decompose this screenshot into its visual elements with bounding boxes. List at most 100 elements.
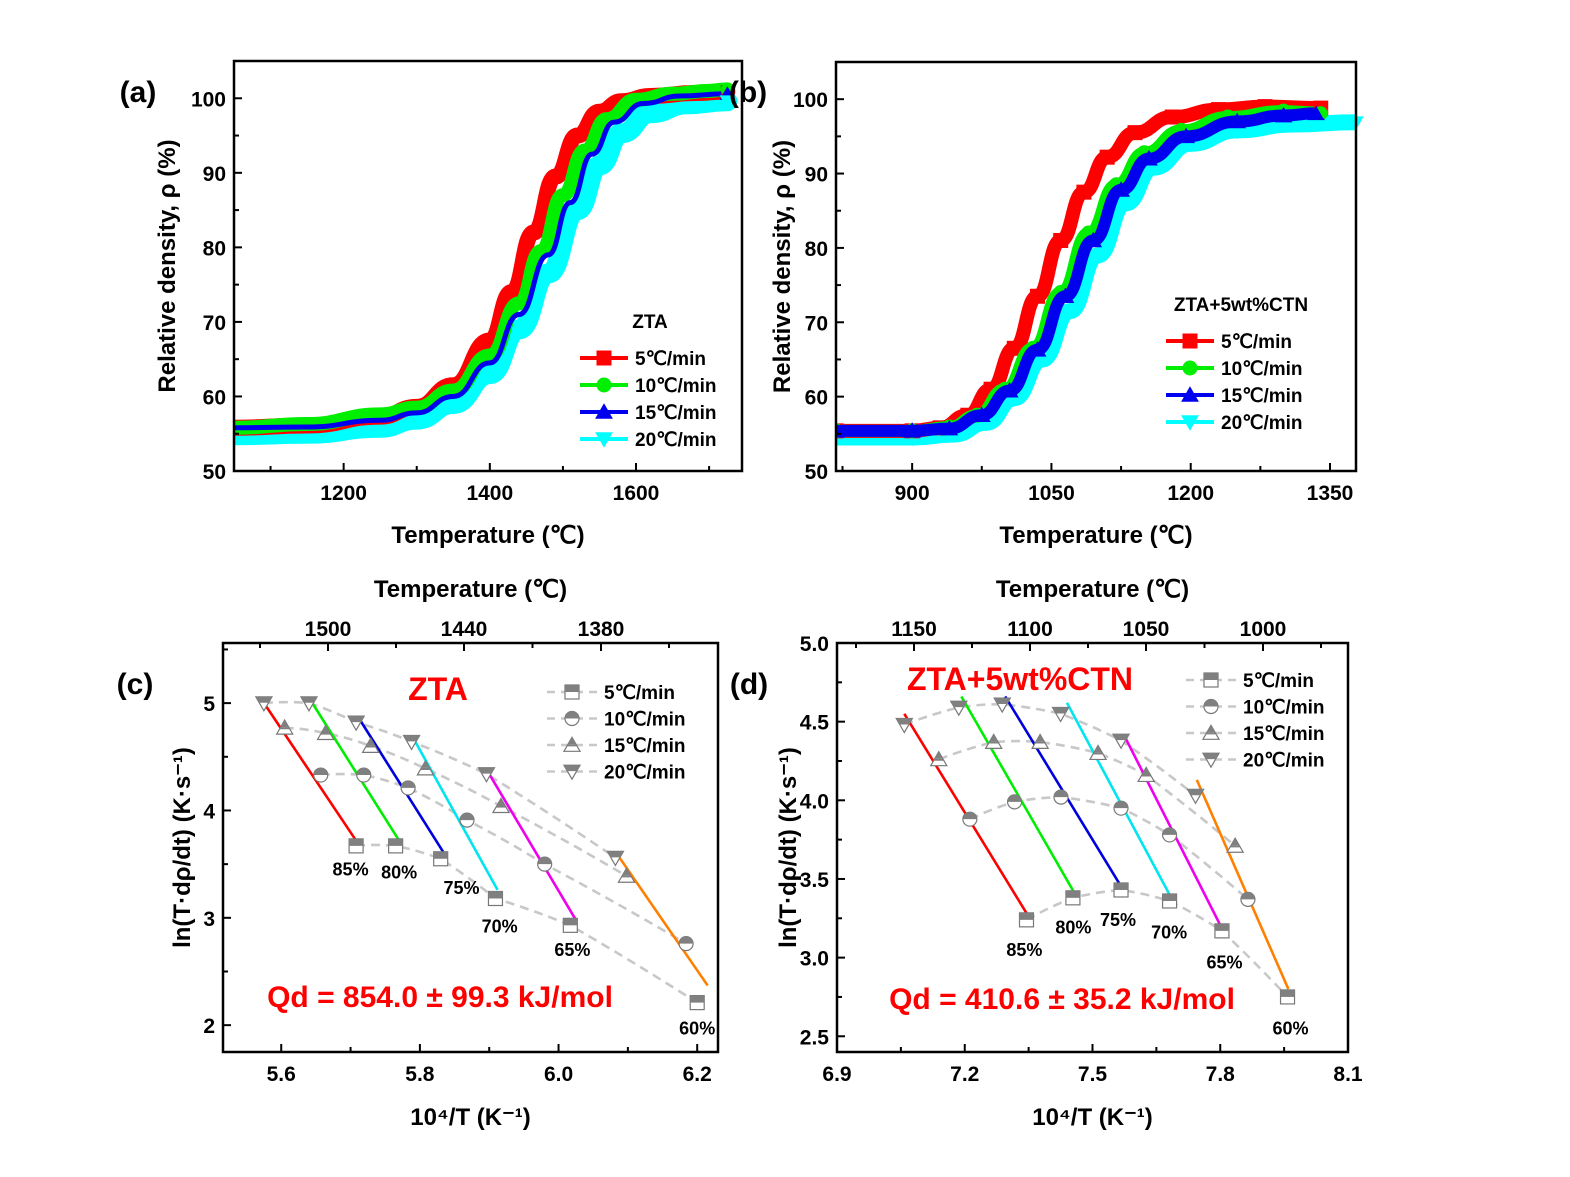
data-point-2-2-fill2 bbox=[1035, 741, 1046, 744]
data-point-2-3-fill2 bbox=[1093, 752, 1103, 755]
legend-marker-2-fill bbox=[567, 737, 577, 745]
density-label-5: 60% bbox=[679, 1018, 715, 1038]
density-label-4: 65% bbox=[1206, 952, 1242, 972]
legend-label-3: 20℃/min bbox=[1221, 413, 1303, 434]
density-label-5: 60% bbox=[1272, 1018, 1308, 1038]
data-point-1-1-fill bbox=[356, 768, 371, 776]
legend-label-1: 10℃/min bbox=[1243, 698, 1325, 719]
y-tick-label-4: 90 bbox=[203, 163, 226, 186]
data-point-0-1-fill bbox=[388, 838, 403, 846]
panel-a: ZTA 5℃/min 10℃/min 15℃/min 20℃/min 1200 1400 16… bbox=[120, 59, 744, 549]
plot-area bbox=[234, 82, 738, 446]
data-point-1-2-fill bbox=[401, 780, 416, 788]
x-tick-label-1: 7.2 bbox=[950, 1063, 979, 1086]
series-line-1 bbox=[234, 82, 735, 435]
data-point-2-0-fill2 bbox=[279, 727, 290, 730]
data-point-2-1 bbox=[903, 422, 922, 438]
legend-marker-1 bbox=[596, 377, 612, 393]
dashed-line-3 bbox=[903, 703, 1197, 797]
data-point-2-1-fill bbox=[321, 725, 330, 733]
legend-label-2: 15℃/min bbox=[1221, 386, 1303, 407]
data-point-0-8 bbox=[1076, 184, 1092, 200]
legend-marker-0 bbox=[596, 350, 612, 366]
data-point-2-1-fill2 bbox=[988, 741, 999, 744]
legend-marker-0-fill bbox=[1204, 673, 1218, 680]
data-point-2-4-fill bbox=[1142, 767, 1151, 775]
data-point-0-0-fill bbox=[349, 838, 364, 846]
data-point-2-7 bbox=[1084, 231, 1103, 248]
data-point-1-5-fill bbox=[679, 936, 694, 944]
panel-d: 85% 80% 75% 70% 65% 60% ZTA+5wt%CTN Qd = 410.6 … bbox=[730, 576, 1363, 1131]
y-tick-label-3: 80 bbox=[203, 237, 226, 260]
y-tick-label-4: 90 bbox=[805, 164, 828, 187]
legend-label-0: 5℃/min bbox=[1221, 332, 1292, 353]
x-axis-title: Temperature (℃) bbox=[391, 522, 584, 549]
density-label-3: 70% bbox=[1151, 922, 1187, 942]
data-point-1-3-fill bbox=[460, 813, 475, 821]
data-point-2-11 bbox=[1228, 112, 1247, 129]
density-label-0: 85% bbox=[1006, 940, 1042, 960]
legend-marker-1-fill bbox=[1204, 699, 1218, 707]
data-point-0-3-fill bbox=[488, 891, 503, 899]
top-tick-label-2: 1050 bbox=[1123, 618, 1170, 641]
y-tick-label-1: 60 bbox=[203, 386, 226, 409]
top-axis-title: Temperature (℃) bbox=[374, 576, 567, 603]
data-point-2-2-fill bbox=[1036, 734, 1045, 742]
data-point-2-5-fill2 bbox=[1230, 845, 1241, 848]
legend: 5℃/min 10℃/min 15℃/min 20℃/min bbox=[1186, 671, 1325, 772]
y-tick-label-1: 3.0 bbox=[800, 948, 829, 971]
series-line-2 bbox=[836, 107, 1323, 437]
density-label-0: 85% bbox=[333, 860, 369, 880]
data-point-1-2-fill bbox=[1053, 790, 1068, 798]
plot-area bbox=[254, 696, 709, 1011]
data-point-2-10 bbox=[1177, 127, 1195, 144]
y-axis-title: ln(T·dρ/dt) (K·s⁻¹) bbox=[775, 747, 802, 948]
x-tick-label-1: 5.8 bbox=[405, 1063, 435, 1086]
x-axis-title: 10⁴/T (K⁻¹) bbox=[410, 1104, 531, 1131]
data-point-0-2-fill bbox=[433, 851, 448, 859]
y-axis: 50 60 70 80 90 100 Relative density, ρ (%) bbox=[769, 89, 844, 484]
data-point-0-11 bbox=[1164, 109, 1180, 125]
data-point-0-7 bbox=[1053, 232, 1069, 248]
top-axis-title: Temperature (℃) bbox=[996, 576, 1189, 603]
data-point-3-8 bbox=[1116, 196, 1135, 212]
x-axis-title: 10⁴/T (K⁻¹) bbox=[1032, 1104, 1153, 1131]
legend-label-1: 10℃/min bbox=[635, 376, 717, 397]
y-tick-label-2: 4 bbox=[203, 800, 215, 823]
y-tick-label-3: 4.0 bbox=[800, 790, 829, 813]
legend: 5℃/min 10℃/min 15℃/min 20℃/min bbox=[547, 683, 686, 784]
x-tick-label-0: 6.9 bbox=[822, 1063, 851, 1086]
top-tick-label-0: 1150 bbox=[891, 618, 937, 641]
legend-label-2: 15℃/min bbox=[604, 736, 686, 757]
y-axis-title: ln(T·dρ/dt) (K·s⁻¹) bbox=[169, 747, 196, 948]
data-point-3-4-fill bbox=[1112, 734, 1130, 741]
data-point-0-3-fill bbox=[1162, 893, 1177, 901]
panel-label: (a) bbox=[120, 76, 157, 109]
data-point-3-2-fill bbox=[994, 698, 1011, 704]
data-point-2-4-fill bbox=[496, 798, 506, 806]
top-axis: Temperature (℃) 1150 1100 1050 1000 bbox=[855, 576, 1322, 651]
legend-label-0: 5℃/min bbox=[604, 683, 675, 704]
fit-line-75pct bbox=[356, 715, 446, 855]
y-axis-title: Relative density, ρ (%) bbox=[769, 140, 796, 393]
legend-label-1: 10℃/min bbox=[604, 710, 686, 731]
y-tick-label-5: 5.0 bbox=[800, 633, 829, 656]
fit-line-60pct bbox=[618, 856, 709, 987]
legend-label-3: 20℃/min bbox=[635, 430, 717, 451]
legend-marker-2 bbox=[595, 403, 613, 419]
fit-line-85pct bbox=[259, 697, 359, 844]
panel-label: (c) bbox=[117, 668, 154, 701]
data-point-2-8 bbox=[1112, 181, 1130, 197]
data-point-0-4-fill bbox=[1214, 923, 1229, 931]
y-tick-label-0: 2 bbox=[203, 1015, 215, 1038]
data-point-0-4-fill bbox=[563, 918, 578, 926]
data-point-1-1-fill bbox=[1007, 794, 1022, 802]
y-tick-label-3: 5 bbox=[203, 693, 215, 716]
y-tick-label-1: 3 bbox=[203, 908, 215, 931]
legend-marker-2 bbox=[1181, 386, 1199, 402]
data-point-0-0-fill bbox=[1019, 912, 1034, 920]
legend-label-0: 5℃/min bbox=[1243, 671, 1314, 692]
data-point-3-5-fill bbox=[607, 851, 624, 858]
density-label-1: 80% bbox=[1055, 918, 1091, 938]
end-marker-2 bbox=[1308, 105, 1324, 120]
